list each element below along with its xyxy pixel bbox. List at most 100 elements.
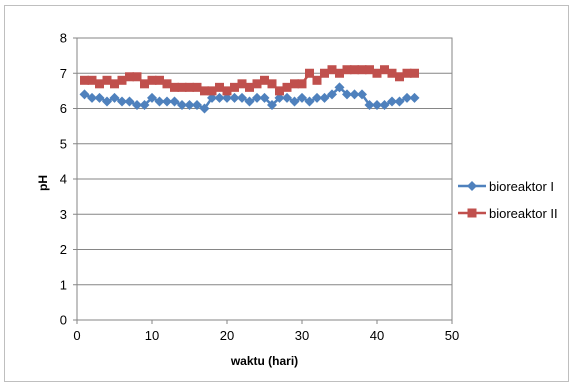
data-point — [94, 92, 105, 103]
data-point — [260, 75, 269, 85]
x-tick-label: 40 — [370, 328, 384, 343]
data-point — [170, 82, 179, 92]
x-tick-label: 0 — [73, 328, 80, 343]
data-point — [387, 68, 397, 78]
data-point — [290, 79, 299, 89]
data-point — [87, 75, 97, 85]
data-point — [342, 89, 352, 100]
x-axis-title: waktu (hari) — [230, 354, 298, 368]
x-tick-label: 20 — [220, 328, 234, 343]
data-point — [245, 82, 254, 92]
data-point — [350, 65, 359, 75]
data-point — [349, 89, 360, 100]
data-point — [380, 65, 389, 75]
data-point — [192, 82, 202, 92]
data-point — [327, 65, 337, 75]
plot-area-border — [76, 37, 453, 321]
data-point — [334, 82, 345, 93]
data-point — [184, 99, 195, 110]
legend-marker — [467, 208, 477, 218]
data-point — [132, 72, 142, 82]
data-point — [102, 96, 112, 107]
data-point — [357, 89, 367, 100]
data-point — [394, 96, 405, 107]
data-point — [342, 65, 352, 75]
data-point — [335, 68, 344, 78]
data-point — [282, 82, 292, 92]
data-point — [402, 68, 412, 78]
data-point — [222, 86, 232, 96]
data-point — [379, 99, 390, 110]
data-point — [237, 92, 247, 103]
data-point — [297, 92, 307, 103]
data-point — [117, 75, 127, 85]
data-point — [252, 79, 262, 89]
data-point — [320, 68, 329, 78]
data-point — [252, 92, 262, 103]
data-point — [410, 68, 419, 78]
data-point — [312, 92, 322, 103]
data-point — [319, 92, 330, 103]
data-point — [80, 75, 89, 85]
y-tick-label: 3 — [60, 207, 67, 222]
data-point — [117, 96, 127, 107]
data-point — [409, 92, 420, 103]
data-point — [365, 65, 374, 75]
data-point — [304, 96, 315, 107]
y-tick-label: 1 — [60, 277, 67, 292]
data-point — [162, 96, 172, 107]
data-point — [222, 92, 232, 103]
x-tick-label: 50 — [445, 328, 459, 343]
data-point — [125, 72, 134, 82]
data-point — [230, 82, 239, 92]
data-point — [87, 92, 97, 103]
data-point — [154, 96, 165, 107]
data-point — [124, 96, 135, 107]
data-point — [177, 99, 187, 110]
chart-area — [4, 5, 569, 382]
legend-entry-1: bioreaktor I — [458, 179, 554, 194]
data-point — [139, 99, 150, 110]
data-point — [132, 99, 142, 110]
data-point — [395, 72, 404, 82]
series-1 — [79, 82, 420, 114]
legend-label: bioreaktor I — [489, 179, 554, 194]
data-point — [199, 103, 210, 114]
data-point — [372, 99, 382, 110]
data-point — [305, 68, 314, 78]
data-point — [327, 89, 337, 100]
data-point — [267, 79, 277, 89]
data-point — [387, 96, 397, 107]
y-tick-label: 2 — [60, 242, 67, 257]
data-point — [357, 65, 367, 75]
data-point — [185, 82, 194, 92]
data-point — [237, 79, 247, 89]
legend-entry-2: bioreaktor II — [458, 206, 558, 221]
data-point — [214, 92, 225, 103]
x-tick-label: 10 — [145, 328, 159, 343]
series-2 — [80, 65, 419, 96]
data-point — [267, 99, 277, 110]
y-axis-title: pH — [36, 175, 50, 191]
data-point — [109, 92, 120, 103]
legend: bioreaktor I bioreaktor II — [458, 179, 558, 221]
data-point — [192, 99, 202, 110]
data-point — [155, 75, 164, 85]
data-point — [259, 92, 270, 103]
data-point — [140, 79, 149, 89]
data-point — [147, 75, 157, 85]
legend-label: bioreaktor II — [489, 206, 558, 221]
axes: 0 1 2 3 4 5 6 7 8 0 10 20 30 40 50 — [60, 31, 459, 344]
data-point — [274, 92, 285, 103]
data-point — [215, 82, 224, 92]
legend-marker — [467, 181, 477, 191]
data-point — [312, 75, 322, 85]
x-tick-label: 30 — [295, 328, 309, 343]
data-point — [402, 92, 412, 103]
y-tick-label: 5 — [60, 136, 67, 151]
data-point — [147, 92, 157, 103]
data-point — [207, 86, 217, 96]
y-tick-label: 8 — [60, 31, 67, 46]
data-point — [79, 89, 90, 100]
